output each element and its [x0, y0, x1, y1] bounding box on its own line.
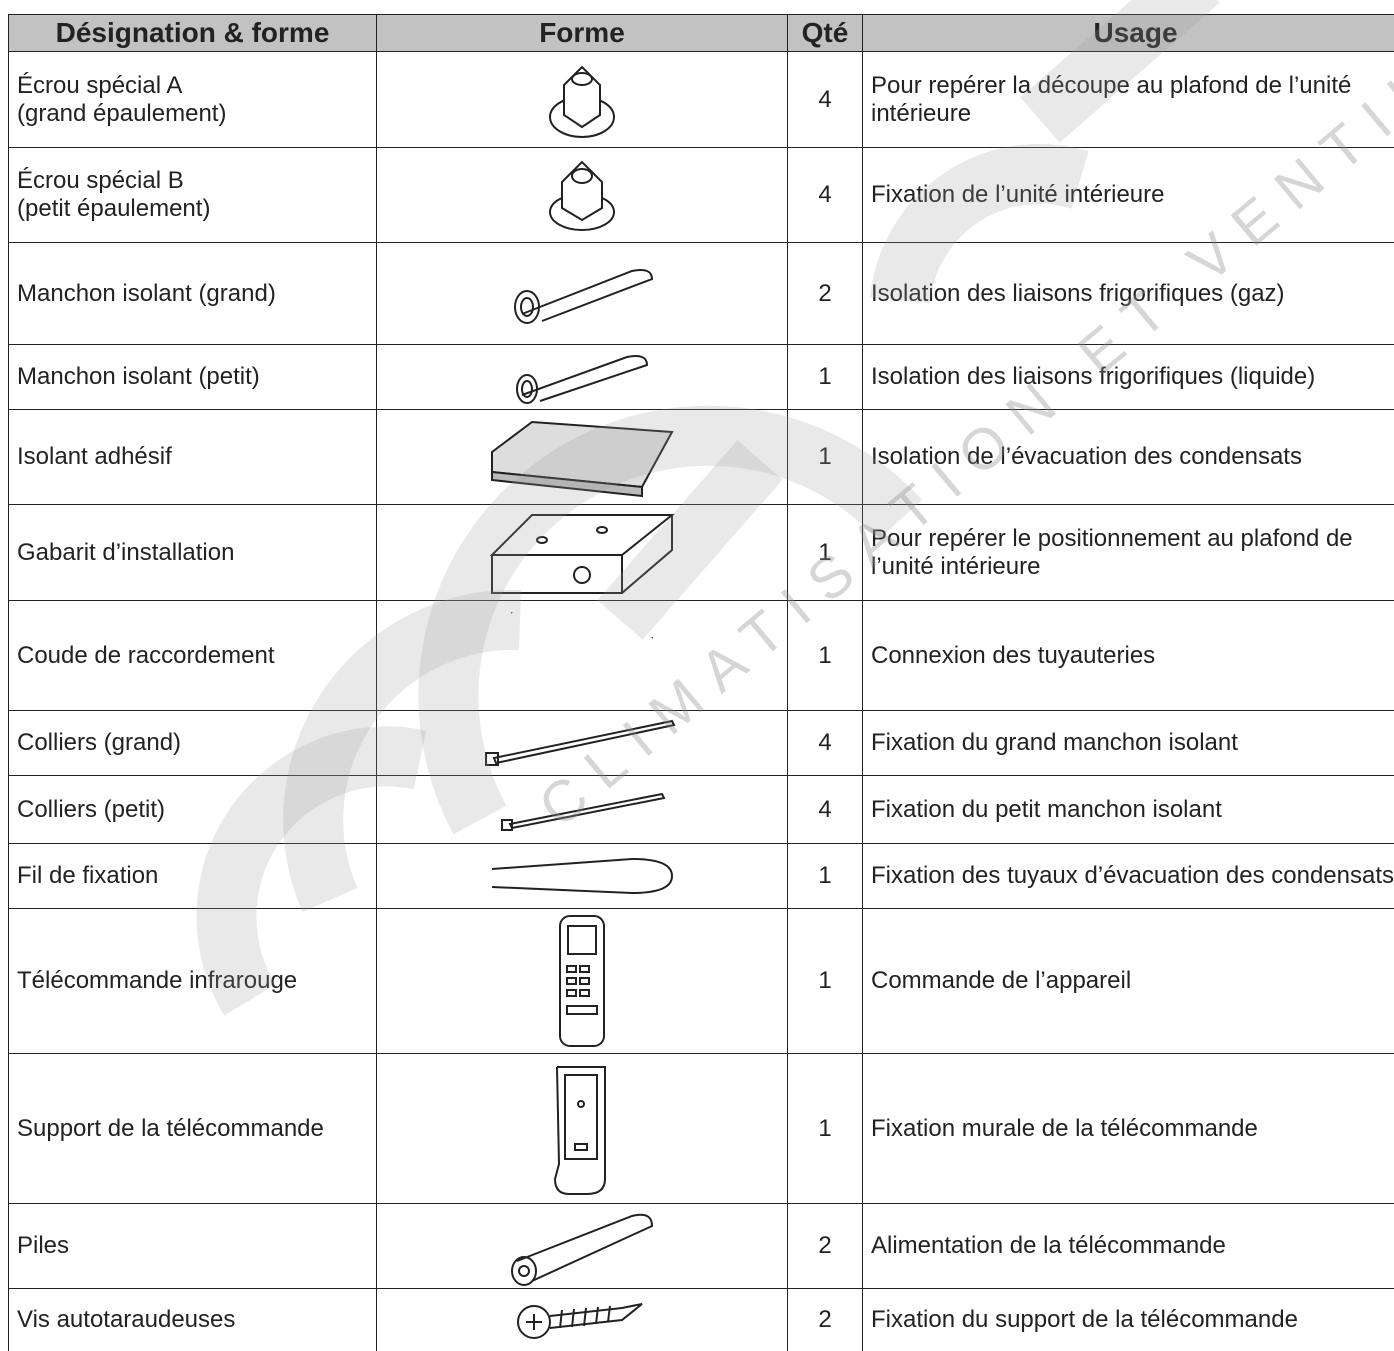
header-cell: Qté [787, 14, 863, 52]
usage-cell: Pour repérer le positionnement au plafon… [862, 504, 1394, 601]
shape-illustration [553, 1065, 606, 1195]
qty-cell: 2 [787, 1203, 863, 1289]
shape-cell [376, 147, 788, 243]
shape-illustration [491, 857, 674, 895]
usage-cell: Isolation des liaisons frigorifiques (ga… [862, 242, 1394, 345]
table-row: Support de la télécommande 1 Fixation mura… [8, 1053, 1394, 1204]
usage-cell: Fixation de l’unité intérieure [862, 147, 1394, 243]
shape-cell [376, 1203, 788, 1289]
table-row: Télécommande infrarouge 1 Commande de l’ap… [8, 908, 1394, 1054]
table-row: Vis autotaraudeuses 2 Fixation du support … [8, 1288, 1394, 1351]
header-cell: Forme [376, 14, 788, 52]
designation-cell: Fil de fixation [8, 843, 377, 909]
table-row: Manchon isolant (grand) 2 Isolation des li… [8, 242, 1394, 345]
designation-cell: Coude de raccordement [8, 600, 377, 711]
shape-illustration [549, 160, 615, 231]
usage-cell: Fixation du grand manchon isolant [862, 710, 1394, 776]
header-row: Désignation & forme Forme Qté Usage [8, 14, 1394, 52]
shape-illustration [559, 915, 605, 1047]
shape-illustration [489, 514, 675, 594]
qty-cell: 1 [787, 1053, 863, 1204]
designation-cell: Colliers (grand) [8, 710, 377, 776]
usage-cell: Fixation des tuyaux d’évacuation des con… [862, 843, 1394, 909]
usage-cell: Fixation du support de la télécommande [862, 1288, 1394, 1351]
usage-cell: Isolation des liaisons frigorifiques (li… [862, 344, 1394, 410]
usage-cell: Connexion des tuyauteries [862, 600, 1394, 711]
qty-cell: 4 [787, 51, 863, 148]
table-row: Manchon isolant (petit) 1 Isolation des li… [8, 344, 1394, 410]
shape-cell [376, 843, 788, 909]
designation-cell: Isolant adhésif [8, 409, 377, 505]
usage-cell: Pour repérer la découpe au plafond de l’… [862, 51, 1394, 148]
table-row: Coude de raccordement 1 Connexion des tuya… [8, 600, 1394, 711]
table-row: Isolant adhésif 1 Isolation de l’évacuatio… [8, 409, 1394, 505]
shape-illustration [517, 1302, 643, 1339]
header-cell: Désignation & forme [8, 14, 377, 52]
qty-cell: 1 [787, 504, 863, 601]
designation-cell: Gabarit d’installation [8, 504, 377, 601]
qty-cell: 1 [787, 600, 863, 711]
designation-cell: Écrou spécial B (petit épaulement) [8, 147, 377, 243]
shape-cell [376, 504, 788, 601]
designation-cell: Manchon isolant (grand) [8, 242, 377, 345]
shape-illustration [549, 65, 615, 138]
accessory-table: Désignation & forme Forme Qté Usage Écrou s… [8, 14, 1394, 1351]
header-cell: Usage [862, 14, 1394, 52]
table-row: Écrou spécial A (grand épaulement) 4 Pour … [8, 51, 1394, 148]
qty-cell: 4 [787, 710, 863, 776]
shape-illustration [511, 1213, 654, 1286]
table-row: Gabarit d’installation 1 Pour repérer le p… [8, 504, 1394, 601]
qty-cell: 2 [787, 1288, 863, 1351]
designation-cell: Écrou spécial A (grand épaulement) [8, 51, 377, 148]
shape-cell [376, 409, 788, 505]
shape-cell [376, 242, 788, 345]
shape-cell [376, 600, 788, 711]
usage-cell: Fixation du petit manchon isolant [862, 775, 1394, 844]
shape-cell [376, 1053, 788, 1204]
table-row: Écrou spécial B (petit épaulement) 4 Fixat… [8, 147, 1394, 243]
qty-cell: 1 [787, 344, 863, 410]
usage-cell: Alimentation de la télécommande [862, 1203, 1394, 1289]
designation-cell: Support de la télécommande [8, 1053, 377, 1204]
shape-cell [376, 710, 788, 776]
designation-cell: Télécommande infrarouge [8, 908, 377, 1054]
shape-illustration [491, 420, 674, 498]
shape-cell [376, 908, 788, 1054]
shape-illustration [485, 719, 676, 766]
shape-illustration [516, 355, 649, 404]
usage-cell: Isolation de l’évacuation des condensats [862, 409, 1394, 505]
shape-cell [376, 1288, 788, 1351]
designation-cell: Vis autotaraudeuses [8, 1288, 377, 1351]
qty-cell: 1 [787, 843, 863, 909]
qty-cell: 2 [787, 242, 863, 345]
usage-cell: Fixation murale de la télécommande [862, 1053, 1394, 1204]
table-row: Colliers (petit) 4 Fixation du petit manch… [8, 775, 1394, 844]
shape-cell [376, 51, 788, 148]
usage-cell: Commande de l’appareil [862, 908, 1394, 1054]
table-row: Colliers (grand) 4 Fixation du grand manch… [8, 710, 1394, 776]
shape-illustration [514, 268, 654, 324]
designation-cell: Manchon isolant (petit) [8, 344, 377, 410]
shape-illustration [501, 792, 666, 831]
qty-cell: 4 [787, 147, 863, 243]
designation-cell: Colliers (petit) [8, 775, 377, 844]
shape-cell [376, 775, 788, 844]
qty-cell: 4 [787, 775, 863, 844]
shape-cell [376, 344, 788, 410]
designation-cell: Piles [8, 1203, 377, 1289]
qty-cell: 1 [787, 908, 863, 1054]
table-row: Piles 2 Alimentation de la télécommande [8, 1203, 1394, 1289]
table-row: Fil de fixation 1 Fixation des tuyaux d’év… [8, 843, 1394, 909]
qty-cell: 1 [787, 409, 863, 505]
shape-illustration [509, 610, 655, 701]
